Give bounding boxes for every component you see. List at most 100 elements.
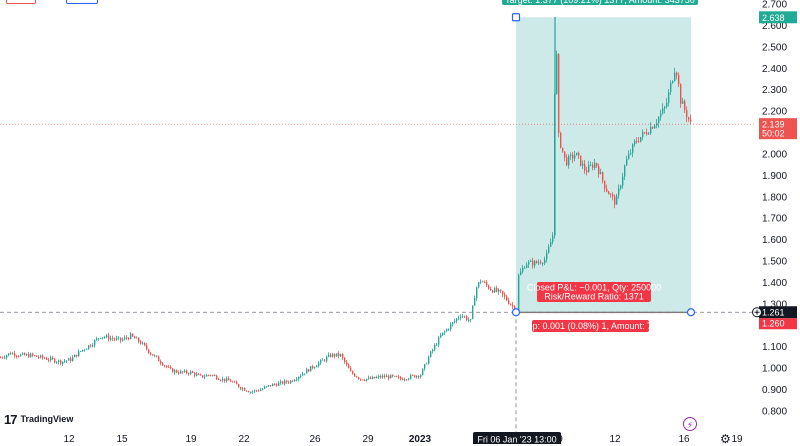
candle-body <box>432 349 434 352</box>
candle-body <box>392 374 394 377</box>
candle-body <box>468 319 470 321</box>
candle-body <box>420 375 422 377</box>
candle-body <box>154 355 156 357</box>
candle-body <box>10 353 12 355</box>
candle-body <box>370 377 372 379</box>
candle-body <box>378 376 380 378</box>
candle-body <box>564 151 566 158</box>
candle-body <box>368 377 370 379</box>
candle-body <box>684 101 686 111</box>
candle-body <box>134 336 136 339</box>
candle-body <box>502 290 504 295</box>
tradingview-logo-icon: 17 <box>4 411 18 427</box>
candle-body <box>236 381 238 385</box>
y-tick-label: 1.900 <box>762 171 787 182</box>
candle-body <box>612 194 614 197</box>
candle-body <box>192 371 194 373</box>
candle-body <box>602 172 604 181</box>
candle-body <box>548 246 550 253</box>
candle-body <box>334 354 336 357</box>
y-tick-label: 2.400 <box>762 64 787 75</box>
candle-body <box>526 264 528 268</box>
candle-body <box>362 379 364 381</box>
position-handle <box>511 13 521 22</box>
candle-body <box>62 361 64 364</box>
candle-body <box>540 262 542 264</box>
candle-body <box>584 163 586 171</box>
candle-body <box>316 366 318 368</box>
candle-body <box>232 381 234 383</box>
x-tick-label: 19 <box>185 434 197 444</box>
candle-body <box>308 369 310 372</box>
candle-body <box>670 82 672 93</box>
candle-body <box>674 72 676 81</box>
top-toolbar-button-blue[interactable] <box>66 0 98 4</box>
candle-body <box>560 132 562 148</box>
candle-body <box>428 357 430 364</box>
candle-body <box>288 382 290 383</box>
entry-price-label: 1.261 <box>762 308 785 318</box>
price-axis: 2.7002.6002.5002.4002.3002.2002.1002.000… <box>762 0 787 418</box>
candle-body <box>68 358 70 361</box>
candle-body <box>402 378 404 381</box>
y-tick-label: 2.700 <box>762 0 787 11</box>
candle-body <box>344 357 346 362</box>
lightning-icon[interactable]: ⚡ <box>683 417 697 431</box>
candle-body <box>400 377 402 379</box>
candle-body <box>14 353 16 356</box>
candle-body <box>408 378 410 380</box>
candle-body <box>558 54 560 133</box>
candle-body <box>346 361 348 365</box>
candle-body <box>638 141 640 143</box>
candle-body <box>156 355 158 357</box>
candle-body <box>552 235 554 243</box>
candle-body <box>272 384 274 387</box>
candle-body <box>600 172 602 175</box>
candle-body <box>32 353 34 356</box>
candle-body <box>102 337 104 339</box>
candle-body <box>680 84 682 104</box>
candle-body <box>676 72 678 76</box>
time-axis: 121519222629202359121619Fri 06 Jan '23 1… <box>63 432 743 444</box>
top-toolbar-button-red[interactable] <box>6 0 36 4</box>
candle-body <box>500 289 502 291</box>
x-tick-label: 2023 <box>409 434 432 444</box>
candle-body <box>522 267 524 272</box>
candle-body <box>474 297 476 306</box>
candle-body <box>54 358 56 363</box>
candle-body <box>406 379 408 381</box>
candle-body <box>328 354 330 357</box>
candle-body <box>24 353 26 356</box>
candle-body <box>436 344 438 346</box>
candle-body <box>36 355 38 357</box>
candle-body <box>570 154 572 157</box>
candle-body <box>662 108 664 114</box>
y-tick-label: 1.300 <box>762 299 787 310</box>
candle-body <box>4 357 6 359</box>
gear-icon[interactable]: ⚙ <box>720 432 731 446</box>
candle-body <box>484 282 486 283</box>
candle-body <box>188 373 190 374</box>
candle-body <box>336 353 338 357</box>
candle-body <box>658 117 660 124</box>
candle-body <box>260 389 262 391</box>
candle-body <box>218 379 220 380</box>
x-tick-label: 16 <box>678 434 690 444</box>
candle-body <box>34 355 36 357</box>
candle-body <box>166 365 168 367</box>
candle-body <box>140 341 142 344</box>
y-tick-label: 2.200 <box>762 107 787 118</box>
stop-price-label-bg <box>759 318 797 330</box>
candle-body <box>444 331 446 333</box>
candle-body <box>190 371 192 374</box>
candle-body <box>532 260 534 266</box>
candle-body <box>422 368 424 376</box>
candle-body <box>220 379 222 381</box>
candle-body <box>682 101 684 104</box>
candle-body <box>294 380 296 382</box>
candle-body <box>614 196 616 205</box>
candle-body <box>276 384 278 386</box>
candle-body <box>626 159 628 166</box>
candle-body <box>120 337 122 341</box>
